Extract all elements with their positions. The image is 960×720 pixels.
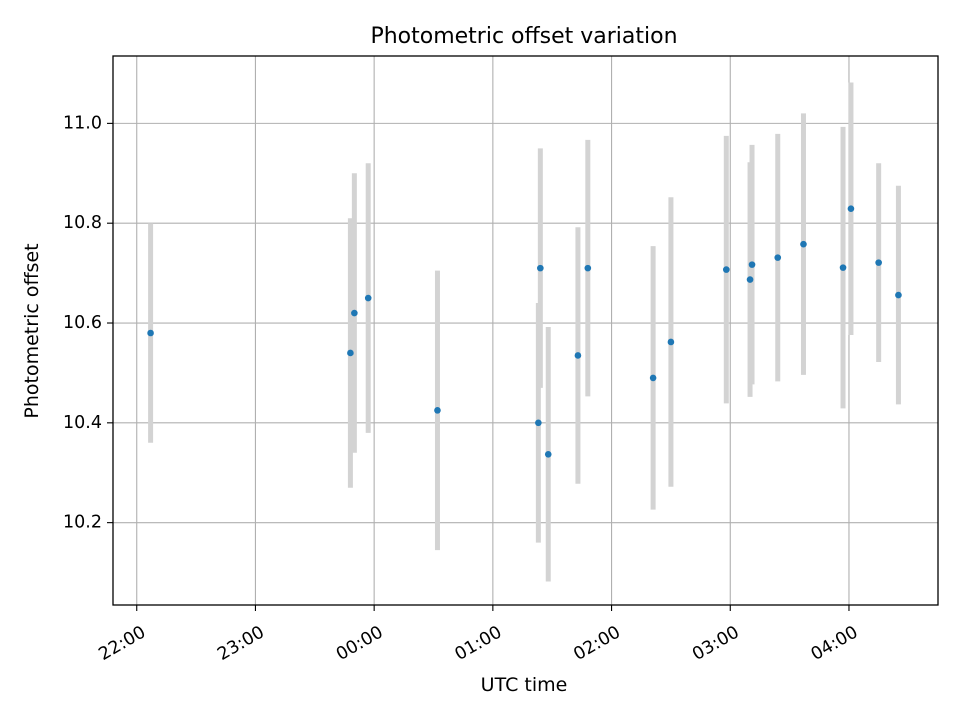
data-point — [537, 264, 544, 272]
data-point — [434, 407, 441, 414]
data-point — [535, 419, 542, 427]
data-point — [839, 264, 847, 271]
data-point — [774, 254, 782, 261]
data-points — [147, 205, 902, 458]
data-point — [347, 349, 354, 357]
data-point — [544, 450, 552, 458]
data-point — [746, 276, 754, 283]
grid — [113, 56, 938, 605]
plot-frame — [112, 55, 939, 606]
chart-title: Photometric offset variation — [370, 24, 677, 49]
data-point — [895, 291, 902, 299]
data-point — [800, 240, 807, 248]
data-point — [574, 352, 582, 359]
data-point — [723, 266, 730, 273]
data-point — [147, 329, 154, 337]
data-point — [847, 205, 855, 213]
data-point — [351, 309, 358, 317]
y-tick-label: 11.0 — [63, 113, 102, 133]
data-point — [584, 264, 592, 272]
data-point — [667, 338, 675, 346]
data-point — [748, 261, 756, 268]
x-axis-label: UTC time — [481, 674, 568, 696]
y-tick-label: 10.2 — [63, 513, 102, 533]
y-axis-ticks: 10.2 10.4 10.6 10.8 11.0 — [63, 113, 113, 533]
y-axis-label: Photometric offset — [21, 243, 43, 418]
y-tick-label: 10.6 — [63, 313, 102, 333]
data-point — [649, 374, 657, 382]
y-tick-label: 10.8 — [63, 213, 102, 233]
y-tick-label: 10.4 — [63, 413, 102, 433]
data-point — [875, 259, 882, 266]
data-point — [364, 294, 372, 302]
